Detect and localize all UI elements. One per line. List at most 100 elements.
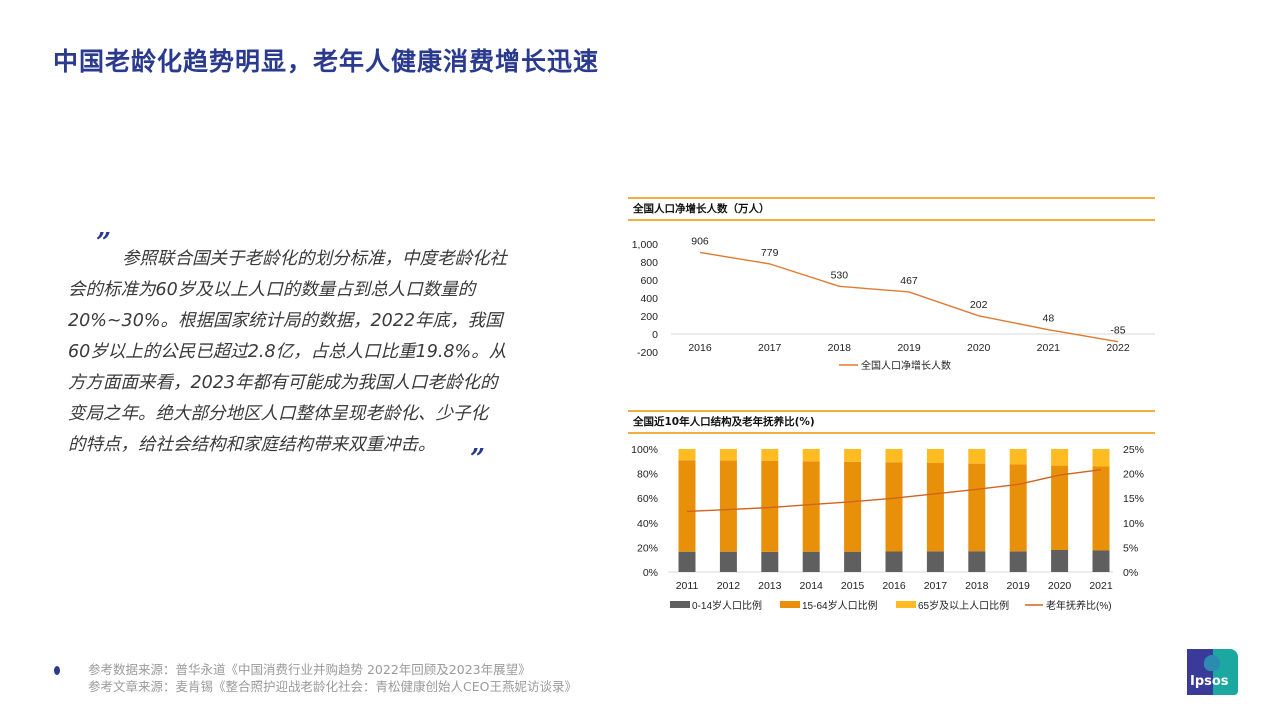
bar-segment [885,449,903,463]
y-tick-label: 800 [640,257,658,269]
y-left-tick-label: 100% [631,444,658,456]
bar-segment [719,449,737,461]
bar-segment [678,460,696,552]
y-tick-label: 600 [640,275,658,287]
bar-segment [926,449,944,464]
bar-segment [968,551,986,572]
y-tick-label: 1,000 [632,239,658,251]
y-left-tick-label: 20% [637,542,658,554]
quote-line: 变局之年。绝大部分地区人口整体呈现老龄化、少子化 [68,404,488,424]
x-tick-label: 2021 [1089,580,1113,592]
bar-segment [926,551,944,572]
y-right-tick-label: 25% [1123,444,1144,456]
quote-body: 参照联合国关于老龄化的划分标准，中度老龄化社 会的标准为60岁及以上人口的数量占… [68,244,538,461]
bar-segment [968,463,986,552]
x-tick-label: 2022 [1106,342,1130,354]
head-silhouette-icon [1204,655,1220,671]
legend-swatch-icon [780,601,800,608]
x-tick-label: 2019 [1007,580,1031,592]
data-label: 530 [831,269,849,281]
x-tick-label: 2016 [882,580,906,592]
legend-label: 15-64岁人口比例 [802,599,878,612]
data-label: 779 [761,247,779,259]
bar-segment [1051,449,1069,466]
legend-label: 老年抚养比(%) [1046,599,1112,612]
x-tick-label: 2013 [758,580,782,592]
bar-segment [802,551,820,572]
x-tick-label: 2018 [828,342,852,354]
x-tick-label: 2014 [800,580,824,592]
bar-segment [1051,549,1069,572]
data-source-line: 参考数据来源：普华永道《中国消费行业并购趋势 2022年回顾及2023年展望》 [88,662,531,677]
bar-segment [761,449,779,461]
x-tick-label: 2020 [967,342,991,354]
x-tick-label: 2017 [924,580,948,592]
bar-segment [1051,465,1069,550]
legend-label: 65岁及以上人口比例 [918,599,1009,612]
bar-segment [1092,449,1110,467]
stacked-bar-chart-plot: 100% 80% 60% 40% 20% 0% 25% 20% 15% 10% 5% 0% 2011 20… [631,444,1144,612]
data-label: 906 [691,235,709,247]
bar-segment [885,551,903,572]
data-label: 467 [900,275,918,287]
close-quote-icon: ” [470,444,485,474]
y-left-tick-label: 40% [637,518,658,530]
slide-title: 中国老龄化趋势明显，老年人健康消费增长迅速 [53,47,600,76]
quote-line: 参照联合国关于老龄化的划分标准，中度老龄化社 [122,249,507,269]
dependency-ratio-line [686,468,1102,513]
quote-line: 60岁以上的公民已超过2.8亿，占总人口比重19.8%。从 [68,342,507,362]
x-tick-label: 2012 [717,580,741,592]
bar-segment [1092,550,1110,572]
bar-segment [719,551,737,572]
quote-line: 20%~30%。根据国家统计局的数据，2022年底，我国 [68,311,503,331]
legend-swatch-icon [670,601,690,608]
chart-title: 全国近10年人口结构及老年抚养比(%) [628,410,1155,434]
y-tick-label: 200 [640,311,658,323]
bar-segment [968,449,986,464]
footer-sources: 参考数据来源：普华永道《中国消费行业并购趋势 2022年回顾及2023年展望》 … [88,661,577,695]
x-tick-label: 2018 [965,580,989,592]
quote-line: 方方面面来看，2023年都有可能成为我国人口老龄化的 [68,373,498,393]
y-right-tick-label: 20% [1123,469,1144,481]
bar-segment [802,449,820,462]
y-right-tick-label: 10% [1123,518,1144,530]
bar-segment [844,449,862,462]
population-structure-chart: 全国近10年人口结构及老年抚养比(%) 100% 80% 60% 40% 20% 0% 25… [628,410,1155,620]
x-tick-label: 2017 [758,342,782,354]
x-tick-label: 2019 [897,342,921,354]
bar-segment [719,460,737,552]
bar-segment [885,462,903,552]
bar-segment [844,461,862,552]
y-tick-label: 400 [640,293,658,305]
bar-segment [1092,466,1110,551]
net-growth-chart: 全国人口净增长人数（万人） 1,000 800 600 400 200 0 -200 2016… [628,197,1155,377]
data-label: 48 [1042,313,1054,325]
quote-line: 会的标准为60岁及以上人口的数量占到总人口数量的 [68,280,476,300]
ipsos-logo: Ipsos [1187,649,1238,695]
y-tick-label: 0 [652,329,658,341]
legend-label: 全国人口净增长人数 [861,359,951,372]
bar-segment [926,463,944,552]
y-left-tick-label: 60% [637,493,658,505]
x-tick-label: 2021 [1037,342,1061,354]
data-label: -85 [1110,325,1125,337]
open-quote-icon: ” [96,228,111,258]
quote-line: 的特点，给社会结构和家庭结构带来双重冲击。 [68,435,436,455]
bar-segment [844,551,862,572]
bar-segment [802,461,820,552]
legend-label: 0-14岁人口比例 [692,599,762,612]
bar-segment [1009,551,1027,572]
y-left-tick-label: 80% [637,469,658,481]
y-left-tick-label: 0% [643,567,658,579]
bar-segment [761,460,779,552]
line-chart-plot: 1,000 800 600 400 200 0 -200 2016 2017 2018 2019 20… [632,235,1155,372]
y-tick-label: -200 [637,347,658,359]
bar-segment [761,551,779,572]
x-tick-label: 2011 [676,580,699,592]
y-right-tick-label: 5% [1123,542,1138,554]
x-tick-label: 2016 [688,342,712,354]
data-label: 202 [970,299,988,311]
series-line [699,251,1119,343]
y-right-tick-label: 15% [1123,493,1144,505]
x-tick-label: 2015 [841,580,865,592]
